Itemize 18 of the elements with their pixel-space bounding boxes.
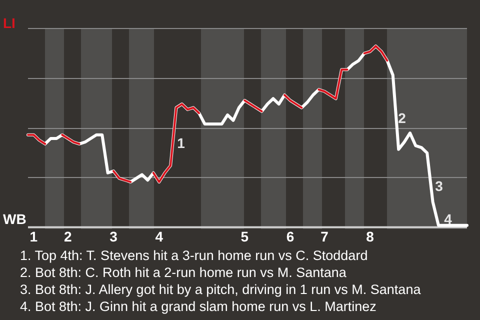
x-tick-label: 1 <box>30 228 38 244</box>
text: LI <box>3 15 16 31</box>
text: WB <box>3 211 26 227</box>
text: 2. Bot 8th: C. Roth hit a 2-run home run vs M. Santana <box>20 264 348 281</box>
x-tick-label: 6 <box>286 228 294 244</box>
x-tick-label: 4 <box>155 228 164 244</box>
text: 3. Bot 8th: J. Allery got hit by a pitch, driving in 1 run vs M. Santana <box>20 281 421 298</box>
x-tick-label: 5 <box>240 228 249 244</box>
x-tick-label: 2 <box>64 228 72 244</box>
text: 4. Bot 8th: J. Ginn hit a grand slam home run vs L. Martinez <box>20 298 378 315</box>
annotation: 4 <box>444 211 452 227</box>
annotation: 1 <box>177 135 185 151</box>
x-tick-label: 3 <box>110 228 118 244</box>
annotation: 2 <box>398 110 406 126</box>
text: 1. Top 4th: T. Stevens hit a 3-run home run vs C. Stoddard <box>20 247 369 264</box>
x-tick-label: 7 <box>320 228 329 244</box>
x-tick-label: 8 <box>366 228 374 244</box>
annotation: 3 <box>435 178 443 194</box>
